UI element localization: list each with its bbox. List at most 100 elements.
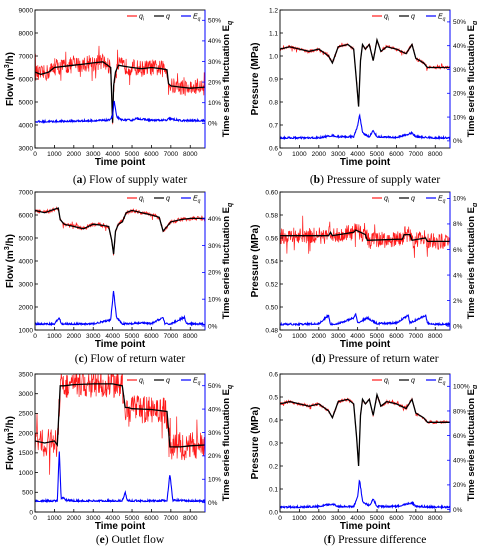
- x-tick-label: 3000: [86, 333, 101, 340]
- y-tick-label: 0.56: [265, 235, 278, 242]
- y-tick-label: 0.8: [269, 99, 278, 106]
- legend-label: qi: [384, 14, 390, 23]
- x-tick-label: 5000: [125, 333, 140, 340]
- y-tick-label: 0.58: [265, 212, 278, 219]
- legend-label-text: q: [411, 196, 415, 203]
- y-tick-label: 4000: [19, 258, 34, 265]
- series-q-line: [280, 37, 450, 107]
- legend-label: q: [166, 378, 170, 385]
- series-q-line: [35, 207, 205, 255]
- y-tick-label: 0.6: [269, 371, 278, 378]
- x-tick-label: 6000: [144, 333, 159, 340]
- panel-f: 0 1000 2000 3000 4000 5000 6000 7000 8000 Time po…: [250, 371, 477, 546]
- x-tick-label: 4000: [350, 151, 365, 158]
- x-tick-label: 6000: [389, 515, 404, 522]
- x-axis-label: Time point: [340, 157, 391, 168]
- y-tick-label: 0.0: [269, 509, 278, 516]
- legend-label: q: [166, 196, 170, 203]
- y2-axis-label-text: Time series fluctuation E: [221, 207, 232, 319]
- caption-text: ) Pressure difference: [331, 534, 426, 546]
- y-tick-label: 9000: [19, 7, 34, 14]
- y2-axis-label-sub: q: [227, 20, 234, 25]
- x-tick-label: 4000: [350, 333, 365, 340]
- y-axis-label-sup: 3: [4, 246, 11, 250]
- y2-axis-label-text: Time series fluctuation E: [466, 207, 477, 319]
- y2-tick-label: 40%: [208, 38, 221, 45]
- series-qi-line: [280, 215, 450, 258]
- legend-label: q: [411, 196, 415, 203]
- y2-tick-label: 20%: [208, 453, 221, 460]
- panel-d: 0 1000 2000 3000 4000 5000 6000 7000 8000 Time po…: [250, 189, 477, 365]
- y-tick-label: 1.0: [269, 53, 278, 60]
- x-tick-label: 8000: [183, 515, 198, 522]
- y-axis-label-text: Pressure (MPa): [250, 43, 261, 116]
- series-eq-line: [35, 451, 205, 504]
- y-tick-label: 2500: [19, 411, 34, 418]
- caption-letter: e: [100, 534, 105, 546]
- y2-tick-label: 2%: [453, 298, 463, 305]
- y2-tick-label: 30%: [208, 430, 221, 437]
- legend: qi q Eq: [127, 196, 201, 205]
- legend-label-sub: i: [143, 381, 145, 387]
- y-tick-label: 6000: [19, 76, 34, 83]
- caption-open: (: [324, 534, 328, 546]
- x-tick-label: 2000: [67, 515, 82, 522]
- x-tick-label: 8000: [183, 151, 198, 158]
- y2-tick-label: 10%: [208, 296, 221, 303]
- legend-label: q: [411, 14, 415, 21]
- legend-label: Eq: [438, 14, 446, 23]
- plot-frame: [279, 373, 451, 513]
- legend-label: q: [411, 378, 415, 385]
- x-tick-label: 5000: [125, 151, 140, 158]
- y2-tick-label: 0%: [453, 323, 463, 330]
- legend-label-sub: q: [198, 199, 201, 205]
- y2-tick-label: 0%: [208, 121, 218, 128]
- y2-axis-label-text: Time series fluctuation E: [221, 25, 232, 137]
- x-tick-label: 3000: [86, 515, 101, 522]
- legend-label-sub: q: [443, 199, 446, 205]
- legend-label-sub: q: [198, 381, 201, 387]
- legend-label-text: q: [139, 196, 143, 203]
- x-tick-label: 1000: [292, 515, 307, 522]
- legend-label-text: q: [166, 14, 170, 21]
- panel-caption: (c) Flow of return water: [75, 353, 186, 365]
- legend-label: Eq: [193, 196, 201, 205]
- caption-letter: d: [315, 353, 322, 365]
- y2-tick-label: 40%: [453, 458, 466, 465]
- panel-caption: (a) Flow of supply water: [73, 174, 188, 186]
- panel-caption: (d) Pressure of return water: [311, 353, 438, 365]
- y-tick-label: 1500: [19, 450, 34, 457]
- plot-area: [35, 374, 205, 504]
- legend-label-text: E: [193, 378, 198, 385]
- caption-open: (: [73, 174, 77, 186]
- x-tick-label: 7000: [164, 333, 179, 340]
- legend-label: qi: [384, 196, 390, 205]
- series-eq-line: [280, 312, 450, 327]
- y2-tick-label: 100%: [453, 384, 470, 391]
- x-tick-label: 1000: [292, 333, 307, 340]
- y-axis-label: Pressure (MPa): [250, 407, 261, 480]
- x-axis-label: Time point: [95, 157, 146, 168]
- legend-label-text: q: [411, 378, 415, 385]
- x-tick-label: 6000: [144, 151, 159, 158]
- y-tick-label: 3000: [19, 145, 34, 152]
- x-tick-label: 8000: [428, 151, 443, 158]
- x-tick-label: 3000: [331, 515, 346, 522]
- legend-label: qi: [139, 196, 145, 205]
- y2-tick-label: 80%: [453, 408, 466, 415]
- y-axis-label: Flow (m3/h): [4, 52, 16, 106]
- plot-area: [280, 37, 450, 141]
- x-tick-label: 2000: [67, 333, 82, 340]
- legend-label-sub: q: [198, 17, 201, 23]
- x-tick-label: 6000: [144, 515, 159, 522]
- y2-tick-label: 10%: [453, 114, 466, 121]
- legend-label-text: q: [384, 378, 388, 385]
- legend-label-text: q: [411, 14, 415, 21]
- x-tick-label: 0: [278, 333, 282, 340]
- x-tick-label: 1000: [47, 515, 62, 522]
- panel-caption: (b) Pressure of supply water: [310, 174, 441, 186]
- x-tick-label: 1000: [47, 333, 62, 340]
- x-tick-label: 2000: [312, 333, 327, 340]
- y2-tick-label: 20%: [453, 91, 466, 98]
